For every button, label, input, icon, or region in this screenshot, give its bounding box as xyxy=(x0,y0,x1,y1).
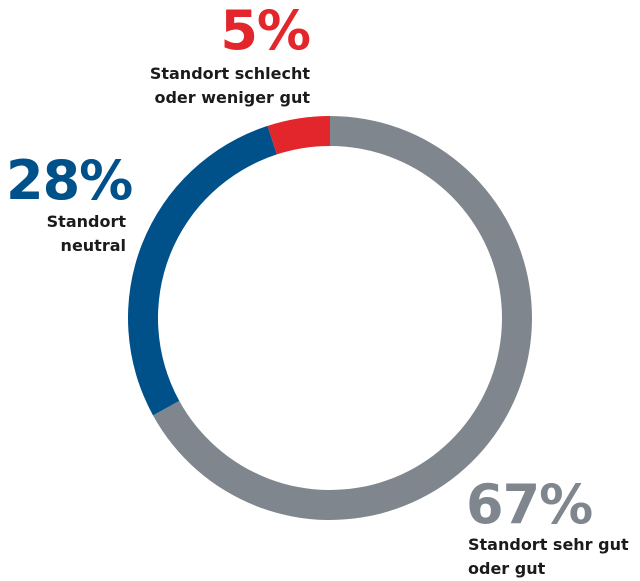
category-label: Standort sehr gut oder gut xyxy=(468,535,629,578)
category-label: Standort schlecht oder weniger gut xyxy=(149,64,310,107)
value-label: 67% xyxy=(466,473,593,536)
value-label: 28% xyxy=(6,149,133,212)
donut-segment xyxy=(267,116,330,155)
category-label: Standort neutral xyxy=(46,212,126,255)
donut-segment xyxy=(128,125,277,416)
value-label: 5% xyxy=(220,0,311,62)
